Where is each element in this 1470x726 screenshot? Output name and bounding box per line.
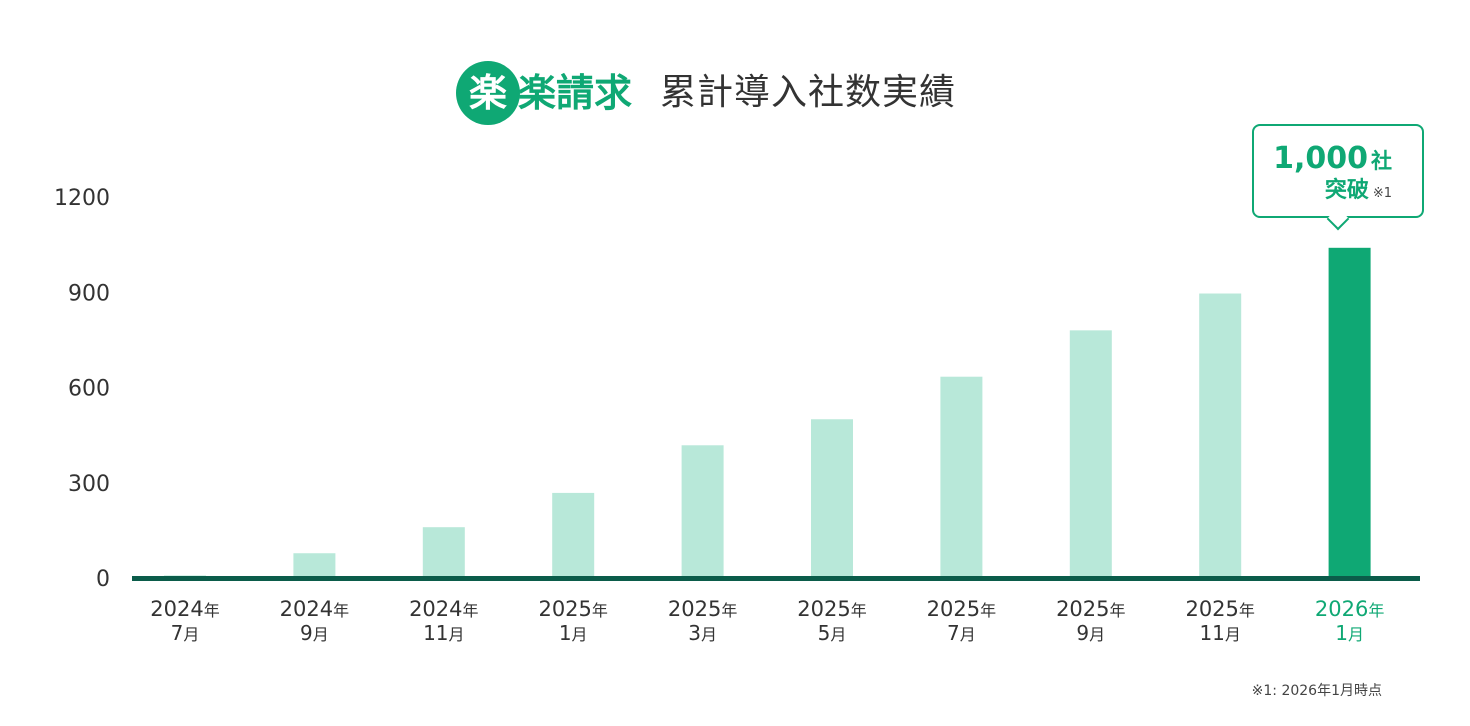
x-tick-label-year: 2024年 [150, 597, 219, 621]
x-tick-label-year: 2025年 [797, 597, 866, 621]
chart-title: 累計導入社数実績 [660, 72, 957, 113]
x-tick-label-year: 2025年 [538, 597, 607, 621]
x-tick-label-year: 2024年 [280, 597, 349, 621]
y-tick-label: 300 [68, 472, 110, 497]
bar [552, 492, 595, 578]
brand-logo-mark: 楽 [456, 61, 520, 125]
bar [1069, 330, 1112, 578]
bar [422, 527, 465, 578]
milestone-callout: 1,000 社 突破 ※1 [1252, 124, 1424, 218]
bar [1328, 247, 1371, 579]
y-tick-label: 600 [68, 377, 110, 402]
y-tick-label: 1200 [54, 186, 110, 211]
x-tick-label-year: 2025年 [668, 597, 737, 621]
x-tick-label-year: 2025年 [1056, 597, 1125, 621]
chart-header: 楽 楽請求 累計導入社数実績 [456, 58, 956, 128]
x-tick-label-year: 2024年 [409, 597, 478, 621]
callout-value-line: 1,000 社 [1273, 144, 1392, 174]
callout-note: ※1 [1372, 186, 1392, 201]
x-axis-line [132, 576, 1420, 581]
x-tick-label-month: 5月 [818, 621, 847, 645]
x-tick-label-month: 7月 [171, 621, 200, 645]
x-tick-label-year: 2025年 [1185, 597, 1254, 621]
callout-word: 突破 [1324, 178, 1369, 203]
bar [811, 419, 853, 578]
x-tick-label-month: 1月 [1335, 621, 1364, 645]
x-tick-label-year: 2025年 [927, 597, 996, 621]
bar [293, 553, 336, 578]
x-tick-label-month: 7月 [947, 621, 976, 645]
bar [940, 376, 983, 578]
bar [1199, 293, 1242, 578]
brand-logo-char: 楽 [468, 71, 507, 115]
x-tick-label-month: 11月 [423, 621, 464, 645]
callout-unit: 社 [1371, 149, 1392, 173]
y-tick-label: 900 [68, 281, 110, 306]
x-tick-label-year: 2026年 [1315, 597, 1384, 621]
x-tick-label-month: 3月 [688, 621, 717, 645]
x-tick-label-month: 1月 [559, 621, 588, 645]
x-tick-label-month: 11月 [1199, 621, 1240, 645]
bar [681, 445, 724, 578]
y-tick-label: 0 [96, 567, 110, 592]
callout-value: 1,000 [1273, 141, 1368, 176]
footnote: ※1: 2026年1月時点 [1251, 683, 1382, 699]
brand-logo-text: 楽請求 [518, 71, 633, 115]
x-tick-label-month: 9月 [1076, 621, 1105, 645]
callout-word-line: 突破 ※1 [1325, 180, 1392, 202]
x-tick-label-month: 9月 [300, 621, 329, 645]
